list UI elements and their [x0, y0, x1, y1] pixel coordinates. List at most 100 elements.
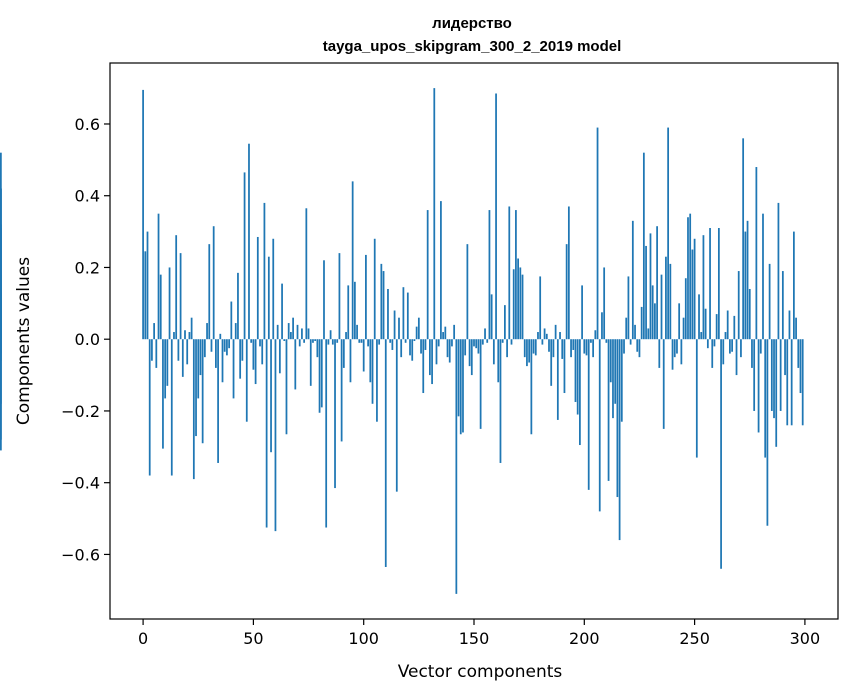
bar-component-262	[720, 339, 722, 569]
bar-component-286	[773, 339, 775, 419]
bar-component-179	[537, 332, 539, 340]
bar-component-202	[587, 339, 590, 490]
bar-component-49	[250, 339, 253, 343]
bar-component-228	[645, 245, 647, 340]
y-tick-label: −0.2	[61, 402, 100, 421]
bar-component-27	[201, 339, 204, 444]
x-tick-label: 150	[459, 629, 490, 648]
bar-component-174	[526, 339, 528, 367]
bar-component-295	[793, 231, 795, 340]
bar-component-224	[636, 339, 639, 352]
bar-component-117	[400, 339, 403, 358]
bar-component-199	[581, 285, 583, 340]
bar-component-237	[665, 256, 667, 340]
x-tick-label: 0	[138, 629, 148, 648]
bar-component-206	[596, 127, 599, 340]
bar-component-180	[539, 276, 542, 340]
bar-component-31	[210, 339, 213, 352]
bar-component-152	[477, 339, 480, 354]
bar-component-254	[702, 235, 705, 340]
bar-component-178	[534, 339, 537, 356]
x-tick-label: 200	[569, 629, 600, 648]
bar-component-23	[192, 339, 195, 480]
bar-component-36	[221, 339, 224, 383]
bar-component-37	[223, 339, 226, 352]
bar-component-198	[579, 339, 581, 446]
bar-component-288	[777, 202, 780, 340]
bar-component-34	[217, 339, 219, 463]
bar-component-200	[583, 339, 586, 354]
bar-component-41	[232, 339, 235, 399]
bar-component-227	[642, 152, 645, 340]
bar-component-64	[283, 339, 286, 341]
bar-component-141	[453, 324, 456, 340]
bar-component-274	[746, 220, 749, 340]
bar-component-238	[667, 127, 670, 340]
bar-component-220	[627, 276, 630, 340]
bar-component-145	[462, 339, 464, 433]
bar-component-97	[356, 324, 358, 340]
bar-component-112	[389, 339, 392, 343]
bar-component-72	[301, 328, 303, 340]
bar-component-95	[351, 181, 354, 340]
bar-component-58	[270, 339, 272, 453]
bar-component-127	[422, 339, 425, 394]
bar-component-63	[281, 283, 283, 340]
bar-component-114	[393, 310, 396, 340]
bar-component-257	[709, 228, 711, 340]
bar-component-133	[435, 339, 438, 365]
bar-component-211	[607, 339, 610, 481]
bar-component-273	[744, 231, 747, 340]
bar-component-279	[757, 339, 760, 433]
bar-component-38	[226, 339, 228, 356]
bar-component-108	[380, 263, 383, 340]
bar-component-190	[561, 339, 564, 359]
bar-component-291	[784, 339, 786, 376]
bar-component-155	[484, 328, 486, 340]
bar-component-249	[691, 249, 694, 340]
bar-component-130	[429, 339, 431, 376]
bar-component-232	[654, 303, 656, 340]
bar-component-290	[781, 271, 784, 340]
bar-component-1	[144, 251, 147, 340]
bar-component-45	[241, 339, 244, 361]
bar-component-129	[426, 210, 429, 340]
bar-component-299	[801, 339, 804, 426]
bar-component-89	[338, 253, 341, 340]
bar-component-125	[417, 317, 420, 340]
bar-component-98	[358, 339, 361, 343]
y-axis-label: Components values	[14, 257, 34, 425]
bar-component-13	[170, 339, 173, 476]
bar-component-18	[181, 339, 184, 377]
bar-component-107	[378, 339, 381, 345]
bar-component-70	[296, 324, 299, 340]
bar-component-60	[274, 339, 277, 532]
bar-component-235	[660, 274, 663, 340]
bar-component-11	[166, 339, 169, 386]
bar-component-32	[212, 226, 215, 340]
bar-component-250	[693, 238, 696, 340]
bar-component-297	[797, 339, 800, 368]
bar-component-96	[353, 281, 356, 340]
bar-component-208	[601, 312, 603, 340]
bar-component-186	[552, 339, 555, 358]
bar-component-160	[495, 93, 497, 340]
bar-component-99	[360, 339, 363, 343]
bar-component-148	[468, 339, 471, 367]
bar-component-151	[475, 339, 478, 349]
bar-component-76	[309, 339, 312, 386]
bar-component-188	[556, 339, 559, 420]
bar-component-173	[523, 339, 526, 358]
bar-component-221	[629, 339, 632, 345]
bar-component-195	[572, 339, 575, 350]
bar-component-88	[336, 339, 339, 343]
bar-component-272	[742, 138, 745, 340]
bar-component-177	[532, 339, 535, 354]
bar-component-153	[479, 339, 482, 429]
bar-component-159	[492, 339, 495, 365]
bar-component-282	[764, 339, 767, 458]
bar-component-61	[276, 324, 279, 340]
bar-component-53	[259, 339, 261, 347]
bar-component-102	[367, 339, 369, 347]
bar-component-0	[142, 89, 144, 340]
